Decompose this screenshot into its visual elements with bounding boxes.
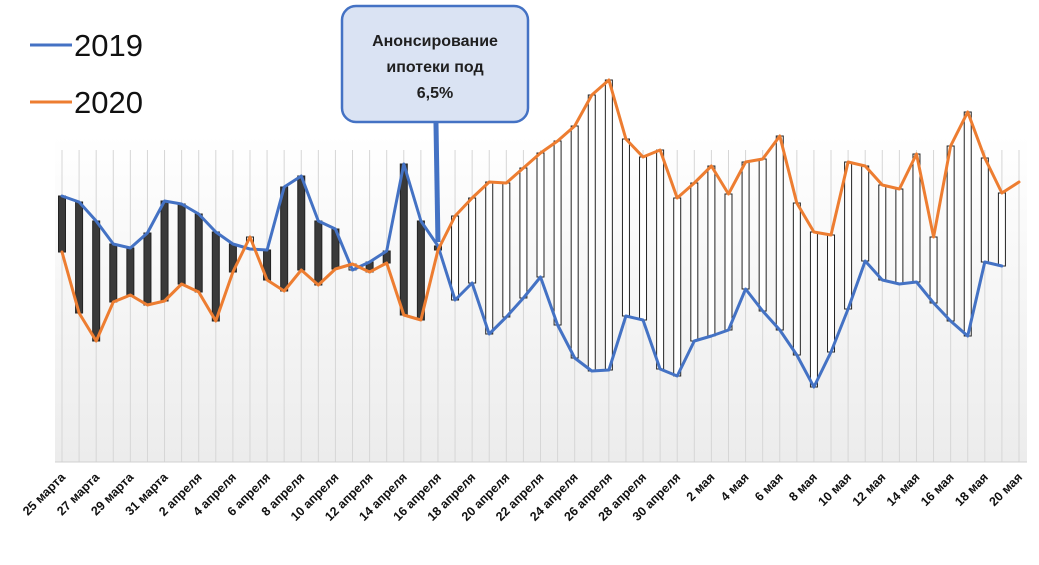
difference-bar xyxy=(485,181,494,335)
difference-bar xyxy=(519,167,528,299)
difference-bar xyxy=(861,165,870,262)
difference-bar xyxy=(399,163,408,316)
difference-bar xyxy=(639,156,648,321)
difference-bar xyxy=(912,153,921,283)
difference-bar xyxy=(656,149,665,370)
difference-bar xyxy=(946,145,955,322)
difference-bar xyxy=(297,175,306,271)
difference-bar xyxy=(792,202,801,356)
difference-bar xyxy=(690,182,699,342)
difference-bar xyxy=(997,192,1006,267)
series-line-2020 xyxy=(60,78,1021,343)
difference-bar xyxy=(126,247,135,296)
difference-bar xyxy=(707,165,716,337)
x-tick-label: 16 мая xyxy=(918,470,957,509)
difference-bar xyxy=(775,135,784,331)
difference-bar xyxy=(536,152,545,278)
difference-bar xyxy=(211,231,220,322)
callout-line-3: 6,5% xyxy=(417,85,453,102)
difference-bar xyxy=(58,195,66,253)
callout-pointer xyxy=(433,121,441,243)
difference-bar xyxy=(92,220,101,342)
x-tick-label: 2 мая xyxy=(684,470,718,504)
difference-bar xyxy=(194,213,203,293)
difference-bar xyxy=(827,234,836,353)
x-tick-label: 10 мая xyxy=(816,470,855,509)
difference-bar xyxy=(177,203,186,285)
difference-bar xyxy=(980,157,989,263)
difference-bar xyxy=(553,140,562,326)
legend: 2019 2020 xyxy=(30,28,143,120)
difference-bar xyxy=(844,161,853,310)
callout-line-1: Анонсирование xyxy=(372,33,498,50)
x-tick-label: 12 мая xyxy=(850,470,889,509)
x-tick-label: 4 мая xyxy=(718,470,752,504)
legend-label-2019: 2019 xyxy=(74,28,143,63)
difference-bar xyxy=(160,200,169,302)
difference-bar xyxy=(502,182,511,318)
x-tick-label: 14 мая xyxy=(884,470,923,509)
difference-bar xyxy=(587,94,596,372)
difference-bar xyxy=(621,138,630,317)
series-lines xyxy=(60,78,1021,389)
difference-bar xyxy=(314,220,323,286)
difference-bar xyxy=(758,158,767,312)
x-tick-label: 6 мая xyxy=(752,470,786,504)
x-tick-label: 20 мая xyxy=(986,470,1025,509)
annotation-callout: Анонсирование ипотеки под 6,5% xyxy=(340,4,530,243)
difference-bar xyxy=(741,161,750,290)
difference-bar xyxy=(468,197,477,284)
difference-bar xyxy=(280,186,289,292)
difference-bar xyxy=(570,125,579,359)
difference-bar xyxy=(143,232,152,306)
series-line-2019 xyxy=(60,162,1004,389)
difference-bar xyxy=(963,111,972,337)
callout-line-2: ипотеки под xyxy=(386,59,483,76)
difference-bar xyxy=(604,79,613,371)
legend-label-2020: 2020 xyxy=(74,85,143,120)
difference-bar xyxy=(809,231,818,388)
difference-bar xyxy=(878,184,887,281)
difference-bar xyxy=(895,188,904,285)
difference-bar xyxy=(724,193,733,331)
x-tick-label: 18 мая xyxy=(952,470,991,509)
difference-bar xyxy=(673,197,682,377)
difference-bar xyxy=(929,236,938,304)
callout-box xyxy=(340,4,530,124)
difference-bar xyxy=(75,201,84,314)
difference-bar xyxy=(109,243,118,303)
